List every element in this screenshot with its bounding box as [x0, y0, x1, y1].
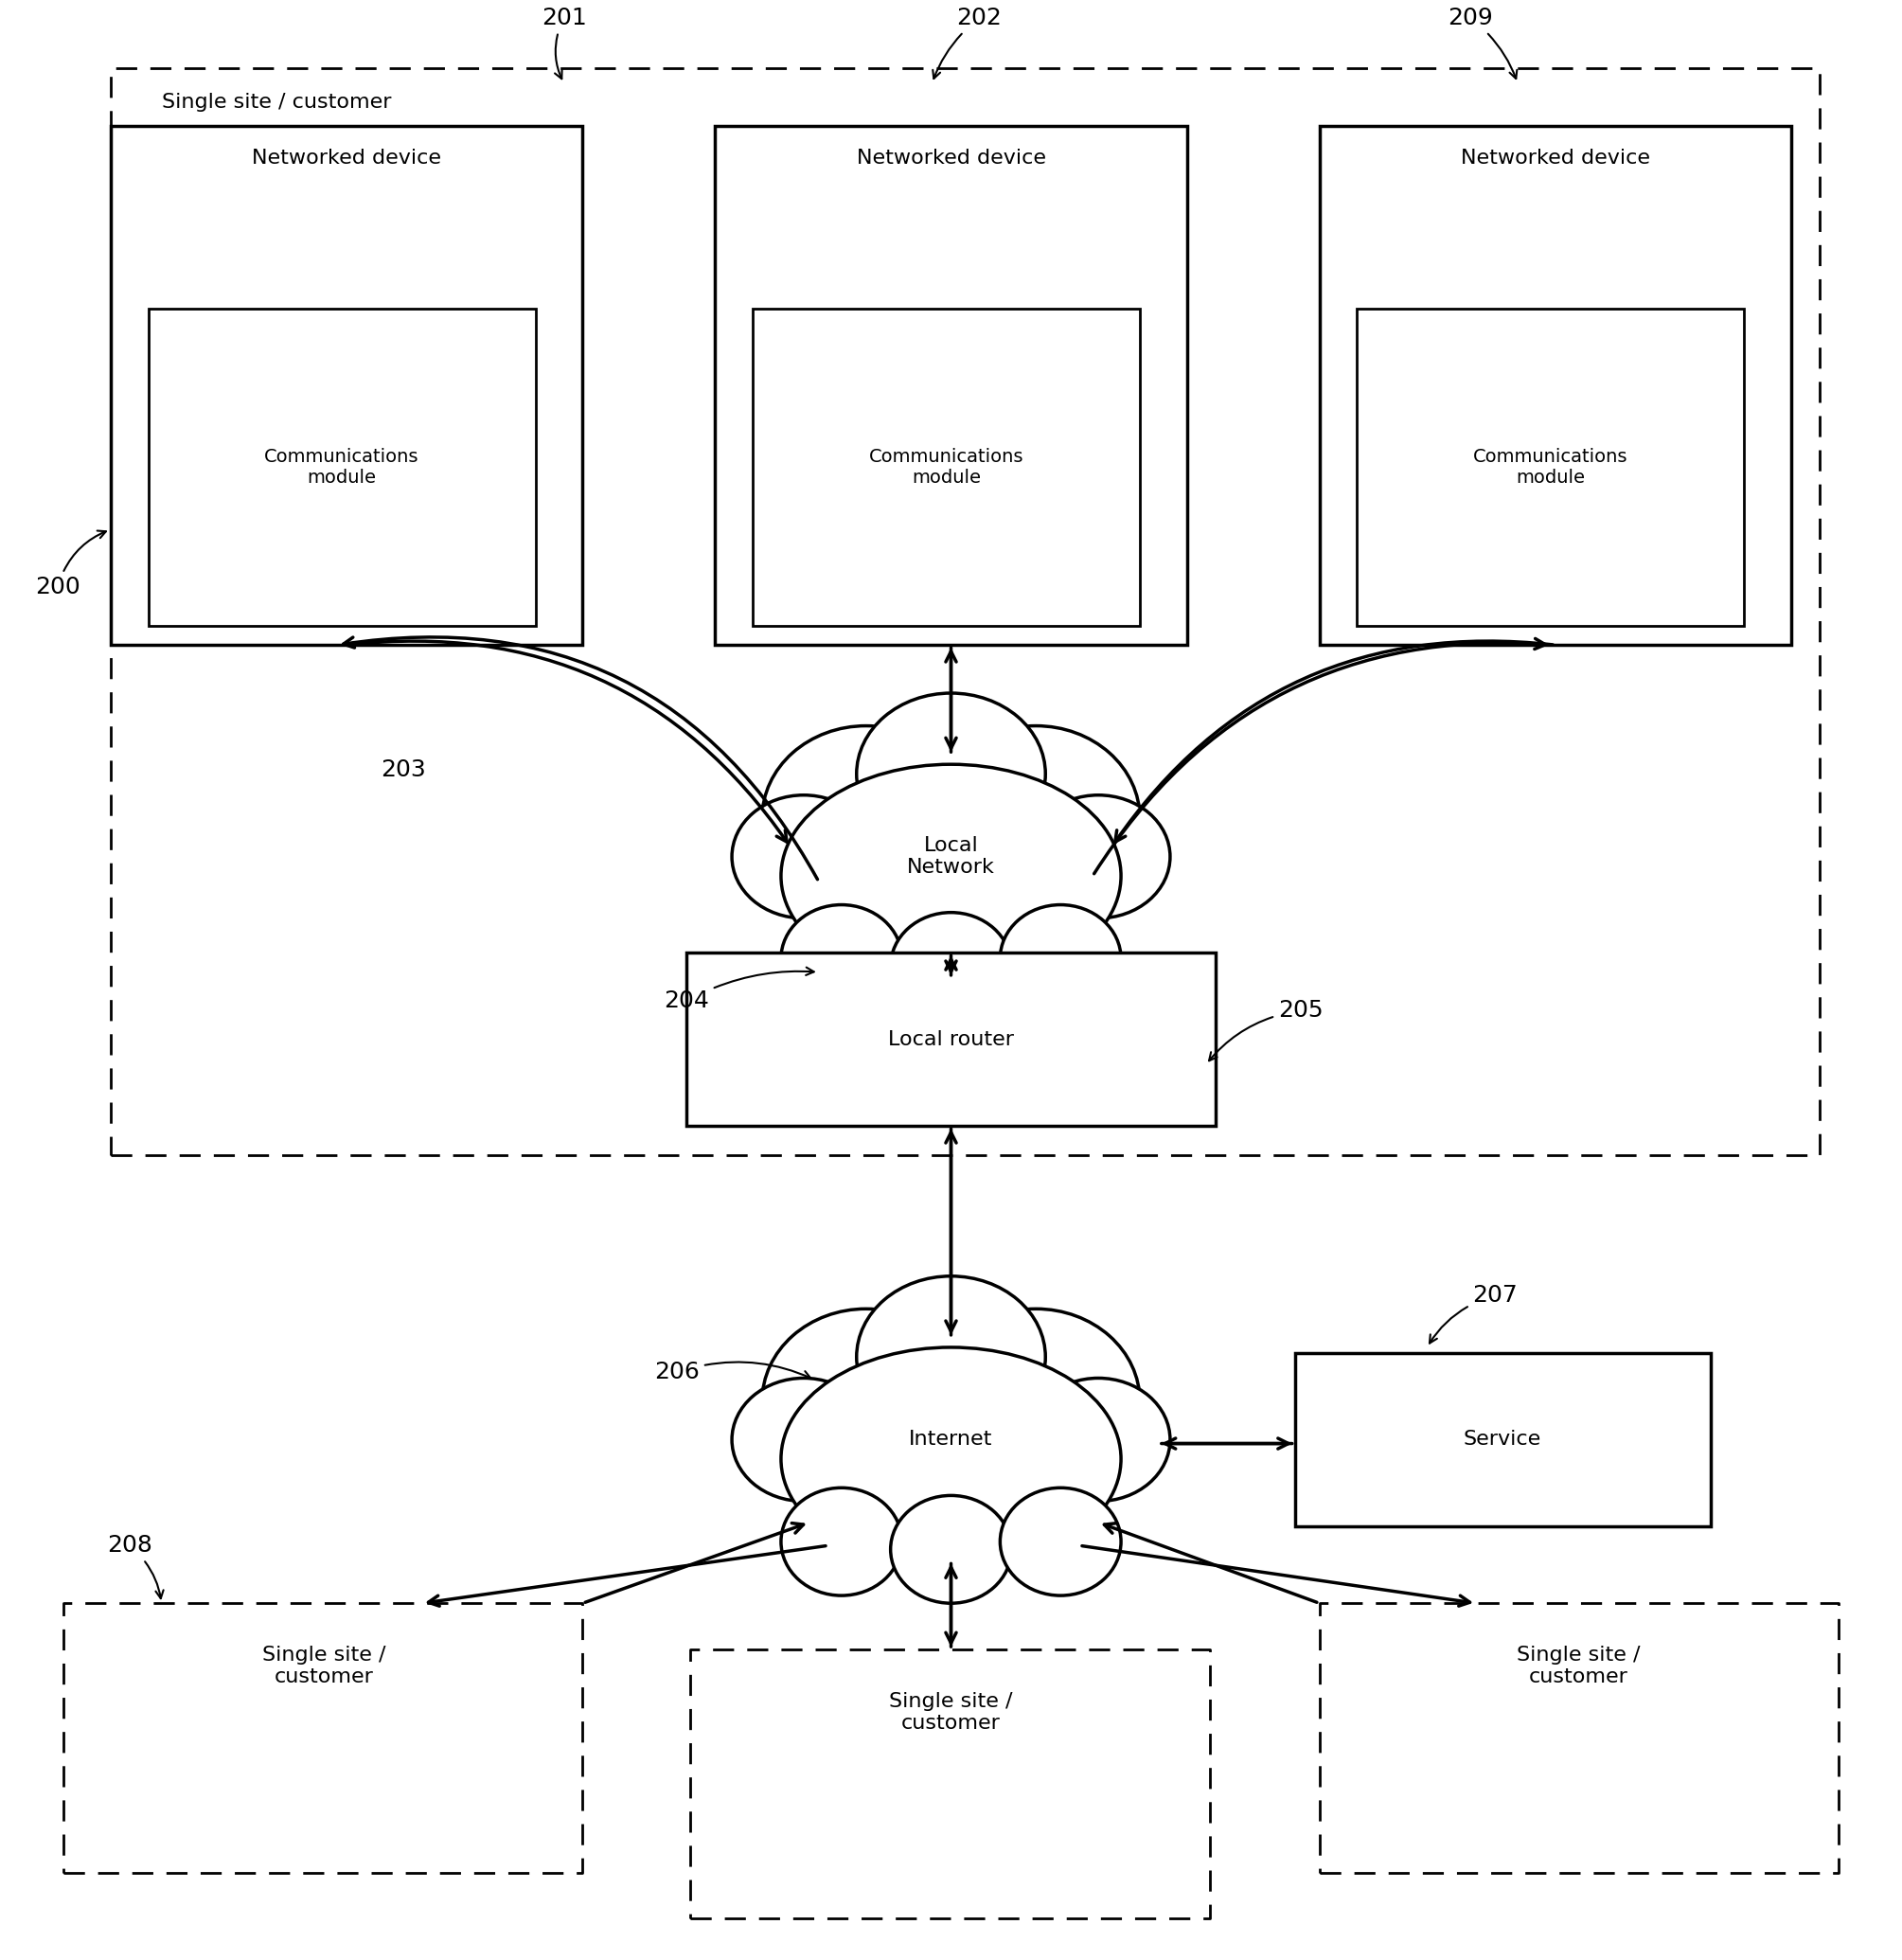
Text: Single site /
customer: Single site / customer	[890, 1691, 1012, 1733]
Text: 208: 208	[107, 1535, 164, 1599]
Text: Local
Network: Local Network	[907, 837, 995, 878]
Text: Local router: Local router	[888, 1031, 1014, 1049]
Text: 201: 201	[542, 6, 586, 78]
Text: 209: 209	[1447, 6, 1518, 78]
Text: Single site /
customer: Single site / customer	[1516, 1646, 1640, 1686]
Text: 202: 202	[932, 6, 1002, 78]
Ellipse shape	[1000, 906, 1120, 1013]
Text: Communications
module: Communications module	[264, 447, 418, 486]
Bar	[687, 953, 1215, 1127]
Ellipse shape	[890, 1495, 1012, 1603]
Ellipse shape	[890, 913, 1012, 1021]
Ellipse shape	[782, 1488, 902, 1595]
Bar	[1295, 1352, 1710, 1527]
Ellipse shape	[1027, 796, 1170, 917]
Text: Internet: Internet	[909, 1431, 993, 1448]
Ellipse shape	[1000, 1488, 1120, 1595]
Text: Networked device: Networked device	[251, 149, 441, 167]
Text: Communications
module: Communications module	[1474, 447, 1628, 486]
Ellipse shape	[782, 906, 902, 1013]
Text: Service: Service	[1465, 1431, 1541, 1448]
Text: Single site /
customer: Single site / customer	[262, 1646, 386, 1686]
Bar	[1358, 308, 1744, 625]
Ellipse shape	[763, 725, 970, 911]
Text: Single site / customer: Single site / customer	[162, 92, 392, 112]
Text: Communications
module: Communications module	[869, 447, 1023, 486]
Text: Networked device: Networked device	[856, 149, 1046, 167]
Text: 206: 206	[654, 1360, 810, 1384]
Ellipse shape	[932, 1309, 1139, 1494]
Text: 207: 207	[1430, 1284, 1518, 1343]
Text: 200: 200	[34, 531, 107, 598]
Ellipse shape	[732, 1378, 875, 1501]
Ellipse shape	[856, 1276, 1046, 1439]
Text: 204: 204	[664, 968, 814, 1013]
Ellipse shape	[782, 1347, 1120, 1570]
Bar	[715, 125, 1187, 645]
Ellipse shape	[1027, 1378, 1170, 1501]
Bar	[148, 308, 536, 625]
Ellipse shape	[763, 1309, 970, 1494]
Text: 205: 205	[1210, 1000, 1324, 1060]
Ellipse shape	[856, 694, 1046, 855]
Ellipse shape	[932, 725, 1139, 911]
Ellipse shape	[732, 796, 875, 917]
Bar	[1320, 125, 1792, 645]
Ellipse shape	[782, 764, 1120, 988]
Text: Networked device: Networked device	[1461, 149, 1651, 167]
Bar	[110, 125, 582, 645]
Bar	[753, 308, 1139, 625]
Text: 203: 203	[380, 759, 426, 782]
